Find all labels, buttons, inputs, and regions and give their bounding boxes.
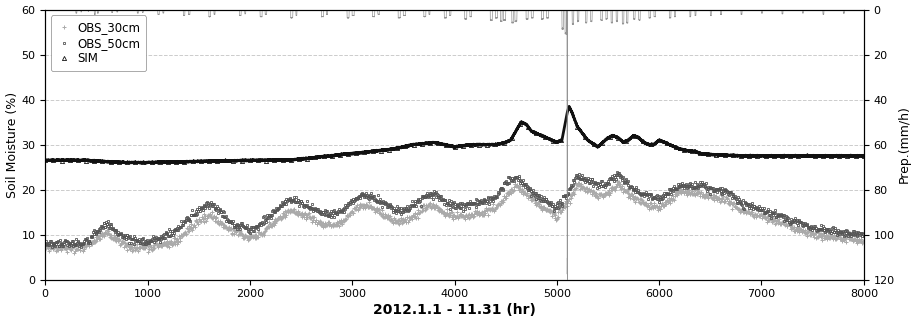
OBS_50cm — [619, 178, 630, 182]
Line: OBS_30cm: OBS_30cm — [43, 180, 866, 255]
OBS_30cm — [276, 217, 287, 221]
OBS_30cm — [79, 247, 90, 251]
Legend: OBS_30cm, OBS_50cm, SIM: OBS_30cm, OBS_50cm, SIM — [51, 16, 146, 71]
SIM — [563, 105, 574, 109]
OBS_50cm — [133, 239, 144, 243]
OBS_30cm — [619, 189, 630, 193]
OBS_50cm — [858, 234, 869, 238]
OBS_50cm — [75, 245, 86, 249]
SIM — [138, 161, 149, 164]
OBS_50cm — [564, 186, 575, 190]
SIM — [97, 159, 108, 163]
SIM — [39, 158, 50, 162]
X-axis label: 2012.1.1 - 11.31 (hr): 2012.1.1 - 11.31 (hr) — [373, 303, 536, 318]
OBS_50cm — [79, 239, 90, 243]
OBS_30cm — [133, 249, 144, 253]
OBS_50cm — [39, 243, 50, 247]
OBS_50cm — [612, 171, 623, 174]
OBS_50cm — [610, 177, 621, 181]
OBS_30cm — [612, 180, 623, 183]
OBS_30cm — [69, 251, 80, 255]
SIM — [858, 154, 869, 158]
SIM — [629, 134, 640, 138]
OBS_50cm — [276, 204, 287, 208]
Y-axis label: Soil Moisture (%): Soil Moisture (%) — [5, 91, 18, 198]
OBS_30cm — [39, 247, 50, 251]
SIM — [424, 141, 435, 145]
SIM — [539, 135, 550, 139]
OBS_30cm — [564, 193, 575, 197]
Y-axis label: Prep.(mm/h): Prep.(mm/h) — [898, 106, 911, 183]
Line: SIM: SIM — [43, 105, 866, 164]
SIM — [253, 158, 264, 162]
OBS_30cm — [610, 184, 621, 188]
Line: OBS_50cm: OBS_50cm — [44, 171, 865, 248]
SIM — [670, 145, 681, 149]
OBS_30cm — [858, 238, 869, 242]
